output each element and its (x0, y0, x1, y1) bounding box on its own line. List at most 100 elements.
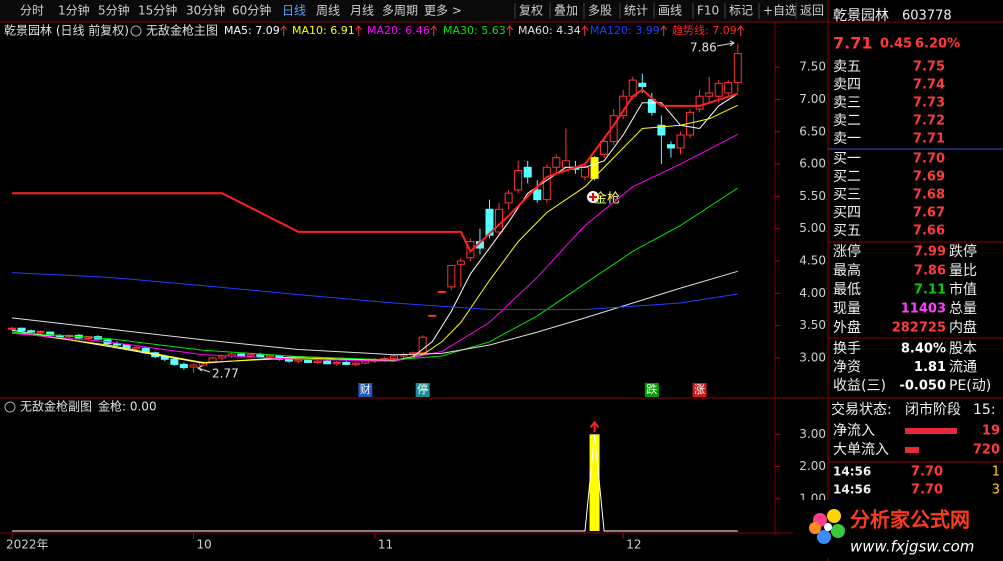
overlay-line (11, 272, 738, 310)
y-tick-label: 7.00 (799, 92, 826, 106)
period-tab[interactable]: 30分钟 (186, 3, 225, 18)
candle-body (561, 160, 570, 168)
candle-body (600, 140, 609, 155)
candle-body (542, 166, 551, 201)
candle-body (485, 208, 494, 236)
stat-label: 最低 (833, 282, 861, 298)
candle-body (294, 359, 303, 362)
candle-body (638, 82, 647, 88)
period-tab[interactable]: 分时 (20, 4, 44, 18)
stock-name: 乾景园林 (833, 8, 889, 24)
event-label: 停 (417, 382, 428, 396)
candle-body (533, 189, 542, 201)
period-tab[interactable]: 5分钟 (98, 3, 130, 18)
y-tick-label: 7.50 (799, 60, 826, 74)
period-tab[interactable]: 日线 (282, 4, 306, 18)
period-tab[interactable]: 月线 (350, 4, 374, 18)
tool-button[interactable]: 叠加 (554, 4, 578, 18)
tick-price: 7.70 (911, 465, 943, 480)
bid-label: 买五 (833, 223, 861, 239)
stat-value: 7.86 (914, 264, 946, 279)
overlay-line (11, 104, 739, 364)
y-tick-label: 6.50 (799, 124, 826, 138)
stat-label: 内盘 (949, 319, 977, 336)
candle-body (351, 362, 360, 365)
tool-button[interactable]: 画线 (658, 4, 682, 18)
tool-button[interactable]: 统计 (624, 4, 648, 18)
icon (4, 401, 16, 413)
period-tab[interactable]: 1分钟 (58, 3, 90, 18)
stat-value: 282725 (892, 321, 946, 336)
bid-price: 7.67 (913, 206, 945, 221)
bid-price: 7.68 (913, 188, 945, 203)
stat-label: 流通 (949, 360, 977, 376)
flow-value: 19 (982, 424, 1000, 439)
tool-button[interactable]: 多股 (588, 4, 612, 18)
flow-bar (905, 428, 957, 434)
main-title: 乾景园林 (日线 前复权) (4, 23, 129, 38)
x-tick-label: 12 (626, 538, 641, 552)
bid-price: 7.69 (913, 170, 945, 185)
bid-price: 7.70 (913, 152, 945, 167)
period-tab[interactable]: 多周期 (382, 4, 418, 18)
logo (824, 523, 832, 531)
logo (831, 524, 845, 538)
icon (130, 25, 142, 37)
overlay-label: MA5: 7.09 (224, 24, 280, 37)
stat-label: 量比 (949, 263, 977, 279)
candle-body (514, 170, 523, 191)
candle-body (113, 343, 122, 346)
stat-value: 7.99 (914, 245, 946, 260)
stat-label: 外盘 (833, 319, 861, 336)
candle-body (304, 359, 313, 363)
event-label: 涨 (694, 383, 705, 396)
ask-price: 7.72 (913, 114, 945, 129)
candle-body (581, 166, 589, 178)
period-tab[interactable]: 更多 > (424, 4, 462, 18)
ask-price: 7.71 (913, 132, 945, 147)
y-tick-label: 3.00 (799, 427, 826, 441)
tool-button[interactable]: 标记 (729, 4, 753, 18)
candle-body (428, 314, 437, 317)
sub-value: 金枪: 0.00 (98, 399, 157, 414)
period-tab[interactable]: 60分钟 (232, 3, 271, 18)
stat-label: 市值 (949, 281, 977, 298)
ask-label: 卖四 (833, 77, 861, 93)
logo (809, 522, 821, 534)
logo (817, 530, 831, 544)
overlay-label: MA120: 3.99 (590, 24, 660, 37)
tool-button[interactable]: +自选 (763, 4, 797, 18)
stat-label: 换手 (833, 340, 861, 357)
overlay-label: MA60: 4.34 (518, 24, 581, 37)
candle-body (695, 95, 704, 110)
candle-body (27, 330, 36, 333)
tool-button[interactable]: F10 (697, 4, 719, 18)
up-arrow (660, 25, 668, 36)
up-arrow (581, 25, 589, 36)
candle-body (437, 290, 446, 293)
up-arrow (430, 25, 438, 36)
x-tick-label: 10 (196, 538, 211, 552)
overlay-label: MA10: 6.91 (292, 24, 355, 37)
stat-value: 7.11 (914, 283, 946, 298)
candle-body (657, 124, 666, 136)
stat-label: 股本 (949, 341, 977, 357)
candle-body (8, 327, 16, 330)
candle-body (179, 363, 188, 369)
tool-button[interactable]: 复权 (519, 4, 543, 18)
tool-button[interactable]: 返回 (800, 4, 824, 18)
candle-body (237, 353, 246, 357)
event-label: 财 (360, 382, 371, 396)
period-tab[interactable]: 15分钟 (138, 3, 177, 18)
candle-body (418, 336, 427, 354)
period-tab[interactable]: 周线 (316, 4, 340, 18)
status-label: 交易状态: (831, 401, 892, 418)
sub-title: 无敌金枪副图 (20, 399, 92, 414)
signal-bar (589, 434, 600, 531)
stat-value: 11403 (901, 302, 946, 317)
ask-price: 7.74 (913, 78, 945, 93)
ask-label: 卖三 (833, 95, 861, 111)
y-tick-label: 3.00 (799, 350, 826, 364)
stat-label: 涨停 (833, 243, 861, 260)
